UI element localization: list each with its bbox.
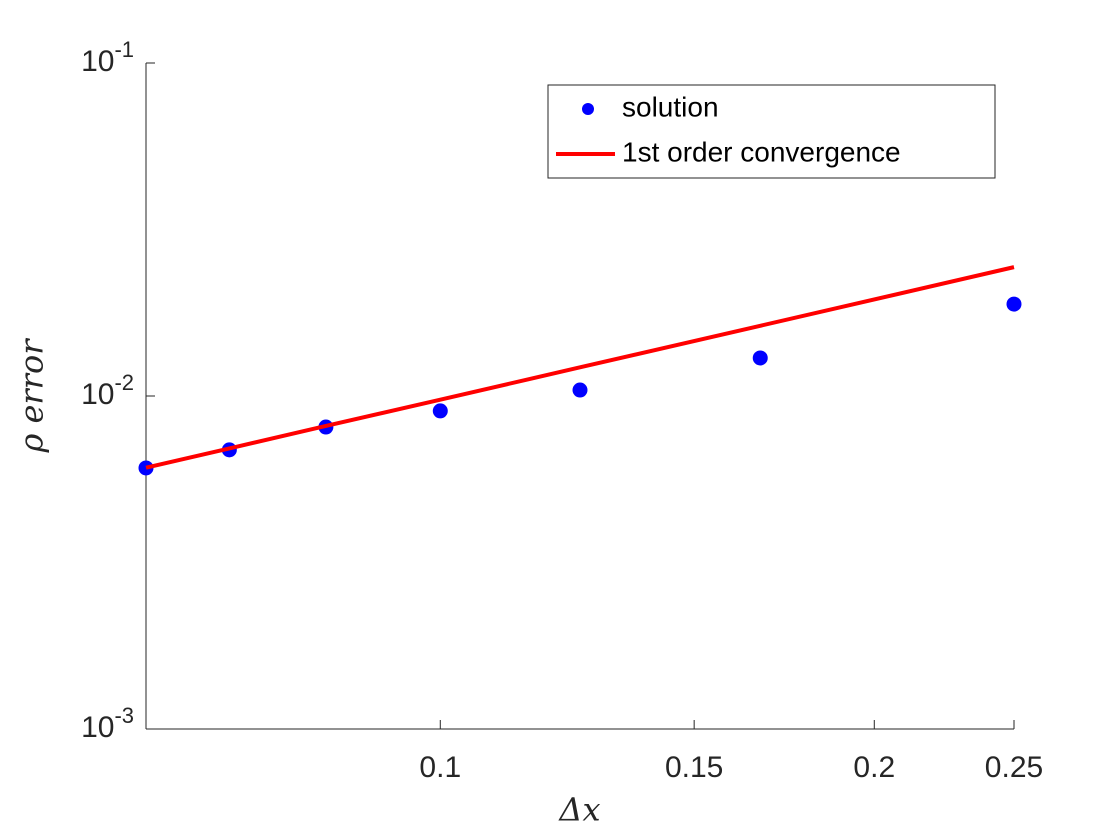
y-tick-base: 10 xyxy=(81,378,114,411)
data-point xyxy=(752,350,768,366)
legend-marker xyxy=(582,103,594,115)
legend-label: solution xyxy=(622,91,719,122)
data-point xyxy=(1006,296,1022,312)
x-tick-label: 0.15 xyxy=(665,751,723,784)
x-tick-label: 0.25 xyxy=(985,751,1043,784)
y-axis-label: ρ error xyxy=(13,338,51,454)
y-tick-label: 10-1 xyxy=(81,37,134,78)
data-point xyxy=(572,382,588,398)
legend-box xyxy=(547,84,996,179)
y-tick-label: 10-2 xyxy=(81,370,134,411)
data-point xyxy=(432,403,448,419)
y-tick-base: 10 xyxy=(81,711,114,744)
y-tick-label: 10-3 xyxy=(81,703,134,744)
data-line xyxy=(145,265,1015,470)
x-tick-label: 0.1 xyxy=(419,751,461,784)
y-tick-exponent: -3 xyxy=(114,703,134,728)
legend-label: 1st order convergence xyxy=(622,136,901,167)
y-tick-base: 10 xyxy=(81,45,114,78)
data-point xyxy=(138,460,154,476)
y-tick-exponent: -1 xyxy=(114,37,134,62)
y-tick-exponent: -2 xyxy=(114,370,134,395)
x-tick-label: 0.2 xyxy=(853,751,895,784)
x-axis-label: Δx xyxy=(557,791,600,829)
